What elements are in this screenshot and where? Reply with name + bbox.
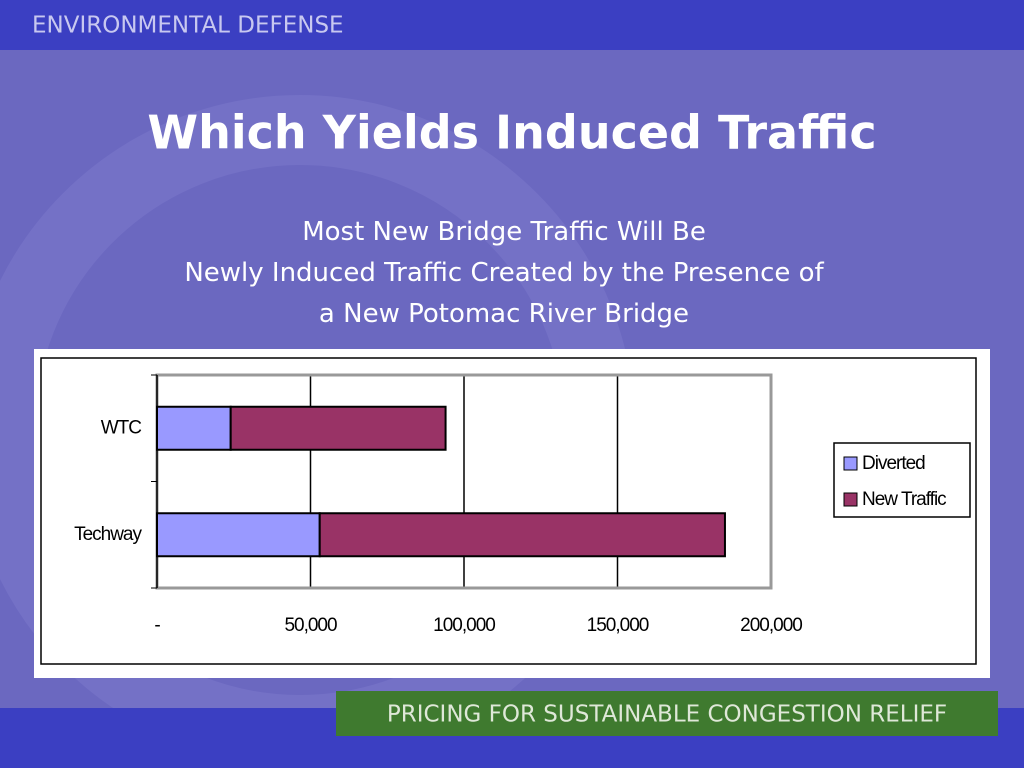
x-tick-label: 100,000 [433, 615, 495, 636]
chart: - 50,000 100,000 150,000 200,000 WTC Techway Di… [74, 373, 971, 636]
footer-text: PRICING FOR SUSTAINABLE CONGESTION RELIE… [387, 702, 947, 728]
header-bar [0, 0, 1024, 50]
x-tick-label: 200,000 [740, 615, 802, 636]
bar-segment [156, 512, 321, 558]
x-tick-label: - [154, 615, 160, 636]
footer-box [336, 691, 998, 736]
legend-label: New Traffic [862, 489, 946, 510]
chart-border [40, 357, 977, 665]
y-tick-label: Techway [74, 524, 142, 545]
brand: ENVIRONMENTAL DEFENSE [32, 13, 344, 39]
x-tick-label: 150,000 [587, 615, 649, 636]
x-tick-label: 50,000 [284, 615, 337, 636]
slide-title: Which Yields Induced Traffic [147, 106, 876, 160]
bar-segment [318, 512, 726, 558]
legend-label: Diverted [862, 453, 925, 474]
bar-segment [229, 405, 447, 451]
legend-swatch [843, 456, 858, 471]
bar-segment [156, 405, 232, 451]
slide-subtitle: Most New Bridge Traffic Will Be Newly Ind… [184, 217, 824, 329]
y-tick-label: WTC [101, 417, 142, 438]
legend-swatch [843, 492, 858, 507]
